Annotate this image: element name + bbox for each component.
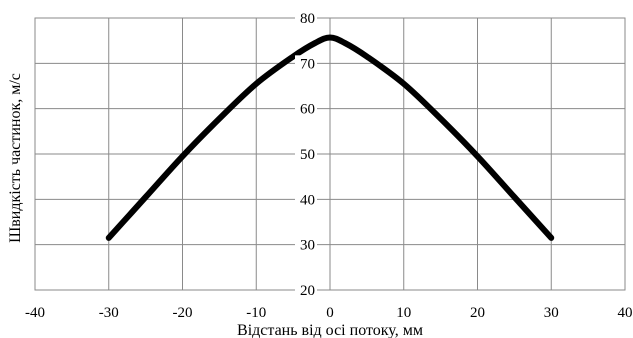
x-axis-title: Відстань від осі потоку, мм [237,322,423,338]
y-tick-labels: 20 30 40 50 60 70 80 [295,10,317,299]
y-tick-label: 30 [300,238,315,254]
x-tick-label: -20 [173,305,193,321]
y-tick-label-bg [295,146,317,161]
y-tick-label-bg [295,282,317,297]
y-tick-label: 70 [300,56,315,72]
y-tick-label-bg [295,191,317,207]
series-line [105,34,555,241]
y-tick-label: 40 [300,192,315,208]
y-tick-label-bg [295,100,317,116]
y-tick-label-bg [295,55,317,71]
x-tick-label: 0 [326,305,334,321]
x-tick-labels: -40 -30 -20 -10 0 10 20 30 40 [25,305,633,321]
x-tick-label: 30 [544,305,559,321]
plot-frame [34,17,626,291]
x-tick-label: -30 [99,305,119,321]
x-tick-label: -10 [246,305,266,321]
y-tick-label-bg [295,236,317,252]
series-layer [105,34,555,241]
y-tick-label: 60 [300,102,315,118]
y-tick-label: 80 [300,11,315,27]
x-tick-label: 40 [618,305,633,321]
x-tick-label: 10 [396,305,411,321]
y-tick-label-bg [295,10,317,25]
y-axis-title: Швидкість частинок, м/с [7,73,24,243]
y-tick-label: 50 [300,147,315,163]
x-tick-label: 20 [470,305,485,321]
y-tick-label: 20 [300,283,315,299]
x-tick-label: -40 [25,305,45,321]
